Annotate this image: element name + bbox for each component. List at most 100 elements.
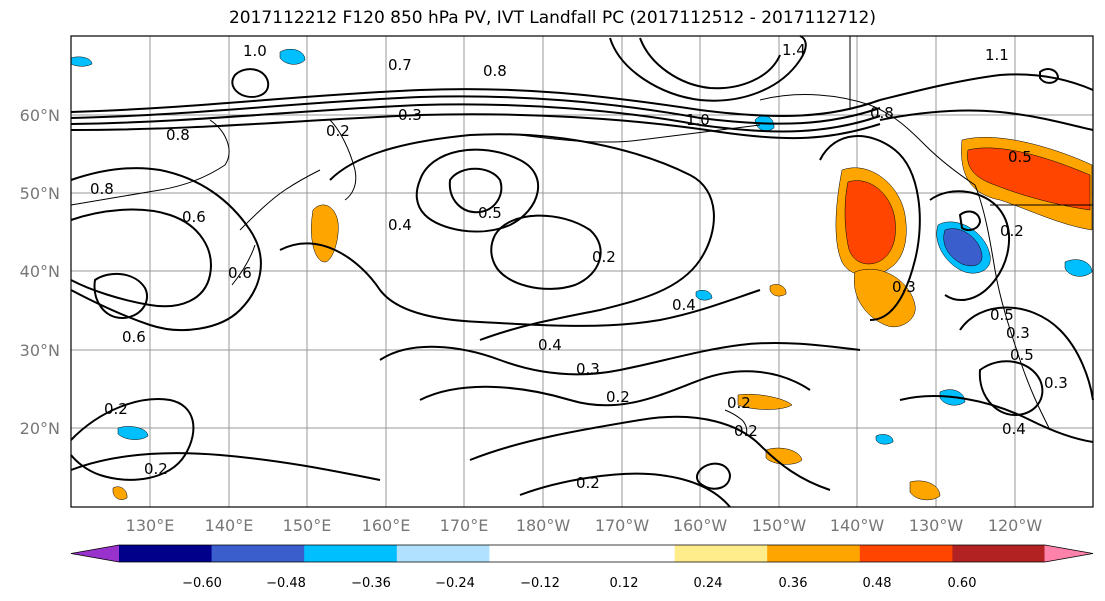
contour-label: 0.5 xyxy=(1008,148,1032,166)
contour-sw-1 xyxy=(70,398,195,481)
contour-label: 0.6 xyxy=(182,208,206,226)
lon-label: 170°E xyxy=(440,516,489,535)
contour-label: 0.3 xyxy=(576,360,600,378)
contour-small-loop-1 xyxy=(231,68,270,98)
warm-patch-small-2 xyxy=(112,486,128,500)
contour-label: 0.4 xyxy=(1002,420,1026,438)
contour-west-3 xyxy=(93,272,148,320)
contour-east-1 xyxy=(819,135,921,321)
contour-label-group: 1.0 0.7 0.8 1.4 1.1 0.8 0.2 0.3 0.8 1.0 … xyxy=(90,41,1068,492)
contour-south-3 xyxy=(519,472,731,508)
lon-label: 160°W xyxy=(673,516,728,535)
contour-label: 1.0 xyxy=(686,111,710,129)
colorbar-tick-label: 0.48 xyxy=(863,576,892,591)
warm-patch-south-east xyxy=(765,447,803,465)
contour-jet-1 xyxy=(70,88,881,117)
contour-label: 1.0 xyxy=(243,42,267,60)
warm-patch-gulf-alaska-core xyxy=(844,180,896,265)
coast-asia xyxy=(70,119,230,206)
lat-label: 40°N xyxy=(20,262,60,281)
lat-label: 20°N xyxy=(20,419,60,438)
contour-west-2 xyxy=(70,208,212,308)
contour-label: 0.8 xyxy=(870,104,894,122)
colorbar-segment xyxy=(119,545,213,562)
contour-label: 0.4 xyxy=(538,336,562,354)
contour-label: 0.2 xyxy=(326,122,350,140)
contour-label: 0.4 xyxy=(672,296,696,314)
coast-hawaii xyxy=(724,409,748,436)
colorbar-outline xyxy=(70,544,1094,563)
lon-label: 140°W xyxy=(830,516,885,535)
contour-jet-3 xyxy=(70,103,881,133)
colorbar-segment xyxy=(952,545,1046,562)
lon-labels: 130°E 140°E 150°E 160°E 170°E 180°W 170°… xyxy=(126,516,1043,535)
contour-label: 1.1 xyxy=(985,46,1009,64)
colorbar-segment xyxy=(396,545,490,562)
map-border xyxy=(70,35,1094,508)
colorbar-tick-label: 0.36 xyxy=(779,576,808,591)
lat-labels: 60°N 50°N 40°N 30°N 20°N xyxy=(20,106,60,438)
lat-label: 50°N xyxy=(20,184,60,203)
contour-label: 0.3 xyxy=(892,278,916,296)
contour-jet-4 xyxy=(70,113,881,140)
colorbar-tick-label: −0.24 xyxy=(435,576,475,591)
colorbar-segment xyxy=(489,545,583,562)
contour-label: 0.2 xyxy=(606,388,630,406)
coast-na-west xyxy=(974,184,1051,431)
coast-japan xyxy=(231,169,321,286)
contour-east-2 xyxy=(929,190,1011,301)
colorbar-tick-label: −0.48 xyxy=(266,576,306,591)
warm-patch-far-south xyxy=(909,480,941,501)
contour-label: 1.4 xyxy=(782,41,806,59)
contour-se-3 xyxy=(899,395,1094,443)
lon-label: 130°W xyxy=(909,516,964,535)
contour-ne-2 xyxy=(879,109,1094,131)
contour-south-1 xyxy=(419,370,811,407)
contour-label: 0.2 xyxy=(727,394,751,412)
contour-label: 0.6 xyxy=(228,264,252,282)
lon-label: 140°E xyxy=(205,516,254,535)
contour-ne-1 xyxy=(879,73,1094,101)
colorbar-segment xyxy=(211,545,305,562)
contour-label: 0.8 xyxy=(90,180,114,198)
lon-label: 180°W xyxy=(516,516,571,535)
contour-label: 0.2 xyxy=(104,400,128,418)
colorbar-tick-label: −0.12 xyxy=(520,576,560,591)
colorbar: −0.60 −0.48 −0.36 −0.24 −0.12 0.12 0.24 … xyxy=(70,544,1094,591)
warm-patch-hawaii-east xyxy=(737,394,793,410)
cold-patch-north-1 xyxy=(279,49,306,65)
contour-closed-high-inner xyxy=(448,167,503,214)
cold-patch-east-edge xyxy=(1064,259,1093,277)
map-title: 2017112212 F120 850 hPa PV, IVT Landfall… xyxy=(228,8,876,28)
contour-low-center xyxy=(490,214,602,290)
contour-mid-3 xyxy=(379,341,861,376)
colorbar-segment xyxy=(859,545,953,562)
warm-patch-south xyxy=(853,268,916,328)
cold-patch-small-2 xyxy=(875,434,894,445)
contour-north-1 xyxy=(609,35,807,102)
colorbar-tick-label: 0.12 xyxy=(610,576,639,591)
coast-kamchatka xyxy=(329,119,357,201)
contour-label: 0.8 xyxy=(166,126,190,144)
contour-label: 0.2 xyxy=(734,422,758,440)
contour-label: 0.7 xyxy=(388,56,412,74)
contour-label: 0.2 xyxy=(576,474,600,492)
cold-patch-pnw-core xyxy=(943,228,983,267)
colorbar-segment xyxy=(304,545,398,562)
contour-west-1 xyxy=(70,167,262,331)
contour-label: 0.4 xyxy=(388,216,412,234)
contour-small-loop-2 xyxy=(1039,68,1060,84)
lat-label: 30°N xyxy=(20,341,60,360)
contour-label: 0.2 xyxy=(144,460,168,478)
contour-small-loop-3 xyxy=(695,462,732,490)
contour-label: 0.5 xyxy=(990,306,1014,324)
colorbar-tick-label: 0.24 xyxy=(694,576,723,591)
colorbar-segment xyxy=(767,545,861,562)
coast-alaska xyxy=(759,94,976,186)
coastlines xyxy=(70,36,1093,436)
contour-label: 0.5 xyxy=(478,204,502,222)
colorbar-segment xyxy=(674,545,768,562)
contour-label: 0.5 xyxy=(1010,346,1034,364)
colorbar-tick-label: 0.60 xyxy=(948,576,977,591)
